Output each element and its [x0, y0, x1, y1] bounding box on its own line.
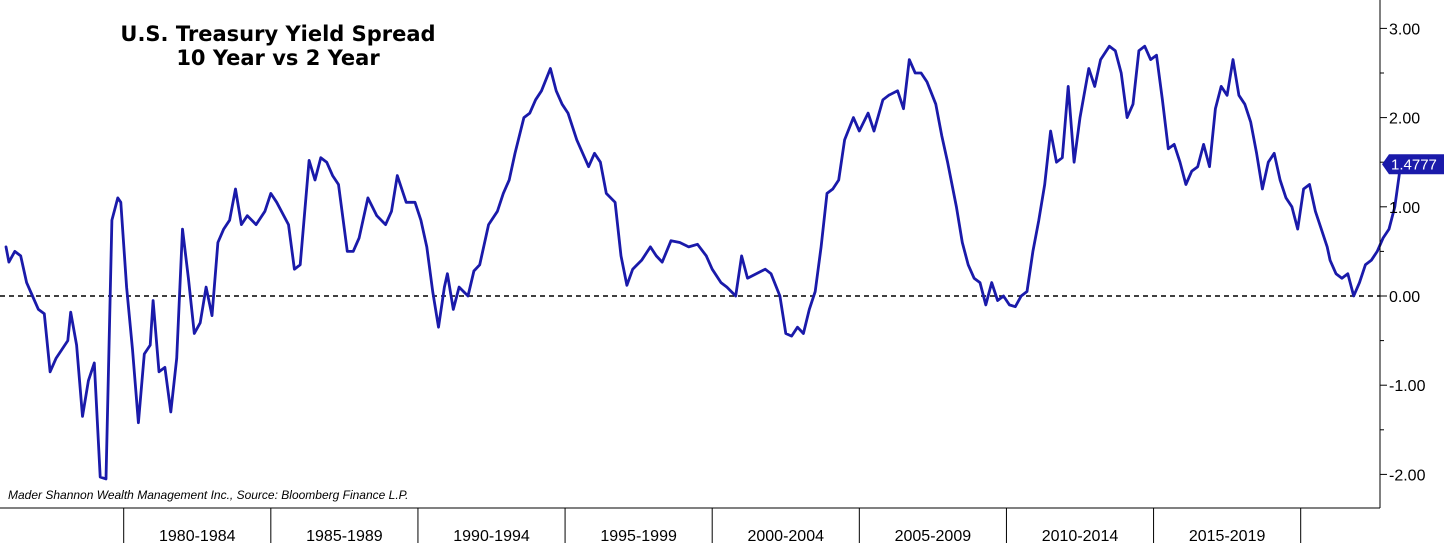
- chart-title: U.S. Treasury Yield Spread: [120, 22, 435, 46]
- source-note: Mader Shannon Wealth Management Inc., So…: [8, 488, 408, 502]
- y-tick-label: 2.00: [1389, 111, 1420, 128]
- y-axis: 3.00 2.00 1.00 0.00 -1.00 -2.00: [1379, 0, 1426, 508]
- x-axis: 1980-1984 1985-1989 1990-1994 1995-1999 2000…: [0, 507, 1380, 543]
- x-category-label: 1980-1984: [159, 528, 236, 543]
- x-category-label: 1995-1999: [600, 528, 677, 543]
- y-tick-label: -1.00: [1389, 378, 1426, 395]
- y-tick-label: 3.00: [1389, 21, 1420, 38]
- chart-subtitle: 10 Year vs 2 Year: [176, 46, 380, 70]
- y-tick-label: -2.00: [1389, 467, 1426, 484]
- last-value-label: 1.4777: [1391, 157, 1437, 174]
- last-value-badge: 1.4777: [1382, 154, 1444, 175]
- x-category-label: 2015-2019: [1189, 528, 1266, 543]
- series-line-0: [4, 44, 1403, 481]
- y-tick-label: 0.00: [1389, 289, 1420, 306]
- x-category-label: 2005-2009: [895, 528, 972, 543]
- x-category-label: 1985-1989: [306, 528, 383, 543]
- last-value-badge-shape: [1382, 154, 1444, 175]
- x-category-label: 2010-2014: [1042, 528, 1119, 543]
- x-category-label: 1990-1994: [453, 528, 530, 543]
- x-category-label: 2000-2004: [747, 528, 824, 543]
- plot-area: [0, 44, 1403, 481]
- y-tick-label: 1.00: [1389, 200, 1420, 217]
